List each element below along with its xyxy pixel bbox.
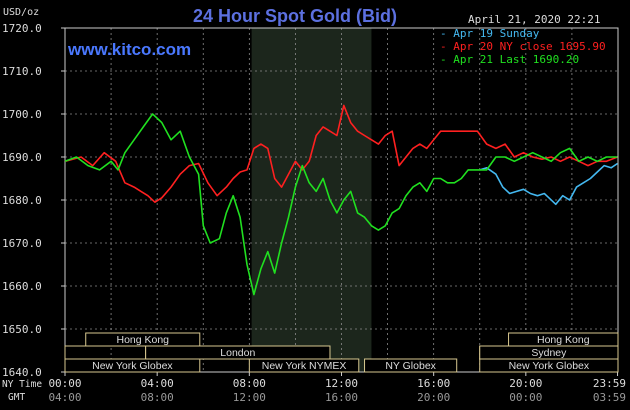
ny-tick-label: 20:00 [509, 377, 542, 390]
y-tick-label: 1660.0 [2, 280, 42, 293]
gmt-tick-label: 04:00 [48, 391, 81, 404]
session-label: London [220, 347, 255, 359]
session-box [85, 332, 201, 347]
session-box [64, 358, 201, 373]
session-box [145, 345, 331, 360]
session-label: New York NYMEX [262, 360, 347, 372]
y-tick-label: 1640.0 [2, 366, 42, 379]
session-label: New York Globex [92, 360, 173, 372]
gmt-tick-label: 12:00 [233, 391, 266, 404]
timestamp: April 21, 2020 22:21 [468, 13, 600, 26]
ny-tick-label: 12:00 [325, 377, 358, 390]
session-label: New York Globex [509, 360, 590, 372]
y-tick-label: 1720.0 [2, 22, 42, 35]
y-tick-label: 1700.0 [2, 108, 42, 121]
session-label: Hong Kong [537, 334, 590, 346]
gmt-tick-label: 08:00 [141, 391, 174, 404]
series-line-apr21 [64, 113, 618, 296]
session-label: NY Globex [385, 360, 436, 372]
ny-tick-label: 08:00 [233, 377, 266, 390]
series-line-apr20 [64, 104, 618, 203]
session-box [364, 358, 458, 373]
ny-time-label: NY Time [2, 379, 42, 390]
session-label: Sydney [531, 347, 567, 359]
gmt-tick-label: 00:00 [509, 391, 542, 404]
ny-tick-label: 04:00 [141, 377, 174, 390]
legend-entry: - Apr 19 Sunday [440, 27, 540, 40]
ny-tick-label: 23:59 [593, 377, 626, 390]
y-tick-label: 1680.0 [2, 194, 42, 207]
legend-entry: - Apr 20 NY close 1695.90 [440, 40, 606, 53]
series-line-apr19 [479, 162, 618, 206]
y-tick-label: 1650.0 [2, 323, 42, 336]
y-axis-label: USD/oz [3, 7, 39, 18]
chart-title: 24 Hour Spot Gold (Bid) [193, 6, 397, 26]
session-label: Hong Kong [116, 334, 169, 346]
legend-entry: - Apr 21 Last 1690.20 [440, 53, 579, 66]
ny-tick-label: 16:00 [417, 377, 450, 390]
session-box [479, 358, 619, 373]
gmt-label: GMT [8, 392, 25, 403]
kitco-watermark: www.kitco.com [67, 40, 191, 59]
gmt-tick-label: 03:59 [593, 391, 626, 404]
gmt-tick-label: 20:00 [417, 391, 450, 404]
gmt-tick-label: 16:00 [325, 391, 358, 404]
y-tick-label: 1710.0 [2, 65, 42, 78]
legend: - Apr 19 Sunday- Apr 20 NY close 1695.90… [440, 27, 606, 66]
y-tick-label: 1690.0 [2, 151, 42, 164]
session-box [248, 358, 360, 373]
y-tick-label: 1670.0 [2, 237, 42, 250]
ny-tick-label: 00:00 [48, 377, 81, 390]
